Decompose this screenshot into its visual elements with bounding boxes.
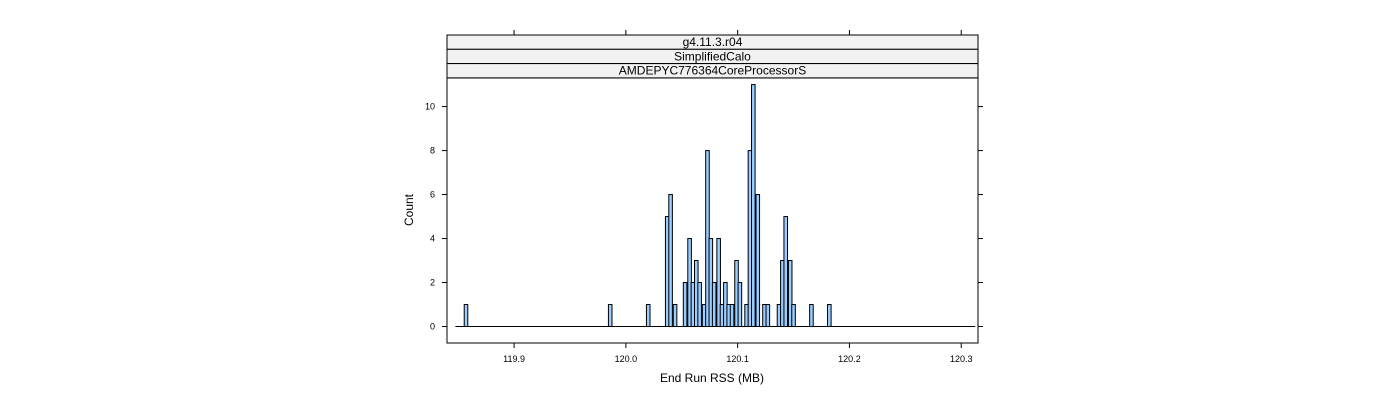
x-tick-label: 120.2 — [838, 354, 861, 364]
histogram-bar — [809, 304, 814, 328]
histogram-bar — [787, 260, 793, 328]
x-tick-label: 120.0 — [615, 354, 638, 364]
histogram-bar — [783, 216, 789, 328]
y-axis-title: Count — [402, 193, 416, 226]
histogram-bar — [737, 282, 743, 328]
axis-tick-labels: 119.9 120.0 120.1 120.2 120.3 0 2 4 6 8 10 — [425, 102, 973, 364]
y-tick-label: 2 — [430, 278, 435, 288]
strip-label-1: g4.11.3.r04 — [683, 35, 743, 49]
histogram-bar — [729, 304, 735, 328]
histogram-bar — [755, 194, 761, 328]
histogram-bar — [672, 304, 678, 328]
strip-label-2: SimplifiedCalo — [674, 49, 751, 63]
axis-ticks — [442, 30, 983, 348]
histogram-bar — [607, 304, 613, 328]
histogram-bar — [668, 194, 673, 328]
x-tick-label: 120.1 — [726, 354, 749, 364]
panel-strips: g4.11.3.r04SimplifiedCaloAMDEPYC776364Co… — [446, 34, 979, 79]
histogram-bar — [791, 304, 796, 328]
y-tick-label: 4 — [430, 234, 435, 244]
histogram-bar — [716, 238, 721, 328]
y-tick-label: 0 — [430, 322, 435, 332]
panel-frame — [446, 77, 979, 344]
histogram-bar — [711, 282, 717, 328]
x-axis-title: End Run RSS (MB) — [660, 371, 764, 385]
histogram-bar — [827, 304, 832, 328]
histogram-bar — [682, 282, 688, 328]
histogram-bar — [645, 304, 651, 328]
histogram-bar — [697, 282, 702, 328]
histogram-bars — [463, 84, 832, 328]
strip-label-3: AMDEPYC776364CoreProcessorS — [619, 64, 806, 78]
histogram-bar — [463, 304, 469, 328]
y-tick-label: 10 — [425, 102, 435, 112]
y-tick-label: 6 — [430, 190, 435, 200]
histogram-bar — [751, 84, 756, 328]
y-tick-label: 8 — [430, 146, 435, 156]
x-tick-label: 119.9 — [503, 354, 525, 364]
histogram-bar — [765, 304, 771, 328]
x-tick-label: 120.3 — [950, 354, 973, 364]
